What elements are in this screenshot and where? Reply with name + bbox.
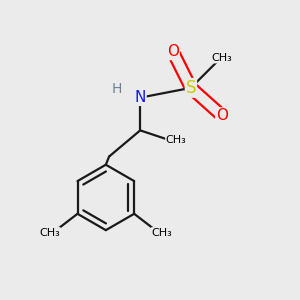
- Text: CH₃: CH₃: [212, 53, 233, 63]
- Text: N: N: [134, 90, 146, 105]
- Text: S: S: [186, 79, 196, 97]
- Text: O: O: [216, 108, 228, 123]
- Text: H: H: [112, 82, 122, 97]
- Text: CH₃: CH₃: [39, 228, 60, 238]
- Text: O: O: [167, 44, 179, 59]
- Text: CH₃: CH₃: [166, 135, 187, 145]
- Text: CH₃: CH₃: [152, 228, 172, 238]
